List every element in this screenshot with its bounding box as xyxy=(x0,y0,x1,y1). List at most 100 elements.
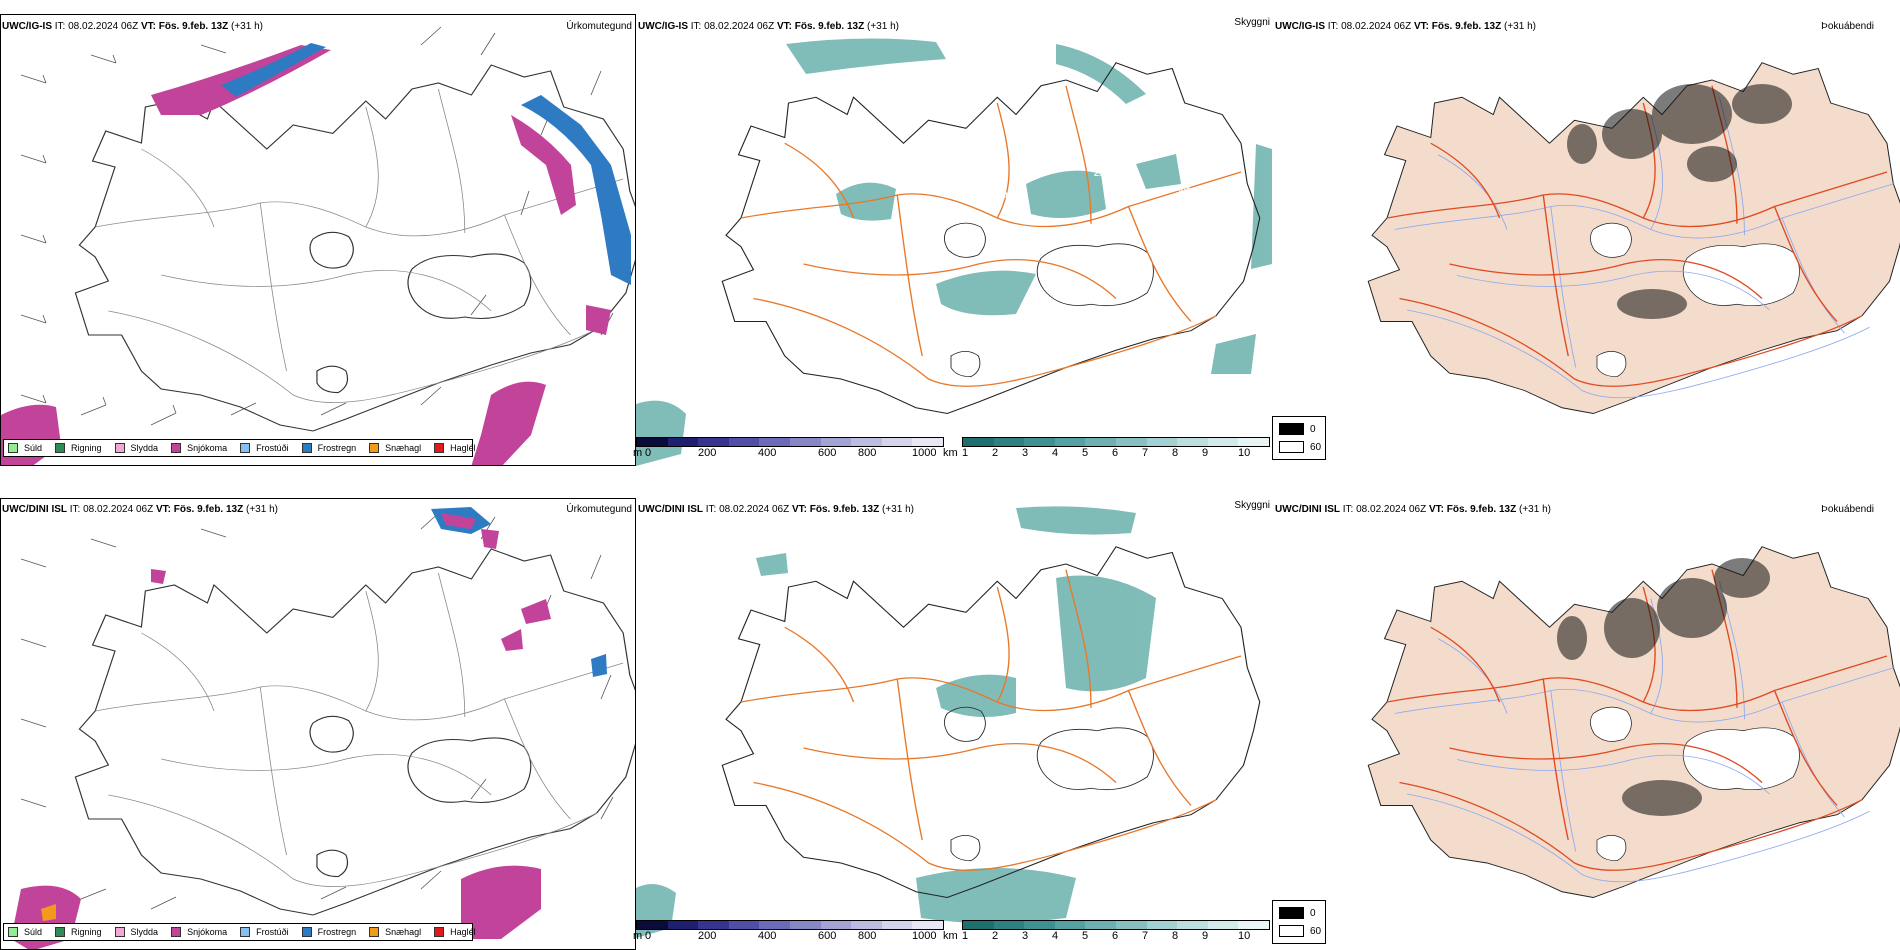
cbar-cell xyxy=(1238,438,1269,446)
panel-name-precip-bottom: Úrkomutegund xyxy=(566,504,632,515)
cbar-cell xyxy=(789,921,821,929)
precip-map-top xyxy=(1,26,635,465)
fog-areas xyxy=(1567,84,1792,319)
cbar-cell xyxy=(1024,438,1055,446)
vis-tick: 1000 xyxy=(912,447,937,459)
vis-tick: 600 xyxy=(818,447,837,459)
vis-value: 51 xyxy=(1061,695,1071,705)
vis-value: 806 xyxy=(1116,121,1131,131)
vis-unit-km: km xyxy=(943,447,958,459)
cbar-cell xyxy=(851,921,882,929)
panel-name-visibility-top: Skyggni xyxy=(1234,17,1270,28)
cbar-cell xyxy=(1054,921,1086,929)
vis-tick: 7 xyxy=(1142,930,1149,942)
vis-tick: 600 xyxy=(818,930,837,942)
panel-title-fog-bottom: UWC/DINI ISL IT: 08.02.2024 06Z VT: Fös.… xyxy=(1275,504,1551,515)
vis-tick: 4 xyxy=(1052,447,1059,459)
panel-name-fog-top: Þokuábendi xyxy=(1821,21,1874,32)
visibility-panel-bottom: 51 07 51 6 xyxy=(636,498,1272,950)
vis-tick: 8 xyxy=(1172,930,1179,942)
panel-title-visibility-top: UWC/IG-IS IT: 08.02.2024 06Z VT: Fös. 9.… xyxy=(638,21,899,32)
cbar-cell xyxy=(820,438,852,446)
cbar-cell xyxy=(637,438,668,446)
cbar-cell xyxy=(759,438,790,446)
visibility-areas xyxy=(636,38,1272,466)
precip-legend-top: Súld Rigning Slydda Snjókoma Frostúði Fr… xyxy=(3,439,476,457)
cbar-cell xyxy=(1207,438,1239,446)
legend-item: Rigning xyxy=(55,443,102,453)
vis-value: 966 xyxy=(1168,108,1183,118)
cbar-cell xyxy=(1207,921,1239,929)
visibility-values: 966 806 28 887 508 242 29 xyxy=(998,108,1196,201)
vis-tick: 0 xyxy=(645,447,652,459)
legend-item: Frostúði xyxy=(240,443,289,453)
vis-tick: 3 xyxy=(1022,930,1029,942)
legend-item: Snjókoma xyxy=(171,443,227,453)
vis-colorbar-m-bottom xyxy=(636,920,944,930)
vis-tick: 2 xyxy=(992,930,999,942)
wind-barbs xyxy=(20,26,614,426)
vis-tick: 10 xyxy=(1238,447,1251,459)
vis-tick: 4 xyxy=(1052,930,1059,942)
vis-colorbar-km-bottom xyxy=(962,920,1270,930)
vis-value: 29 xyxy=(1094,168,1104,178)
vis-unit-km: km xyxy=(943,930,958,942)
cbar-cell xyxy=(912,921,943,929)
vis-tick: 7 xyxy=(1142,447,1149,459)
cbar-cell xyxy=(912,438,943,446)
cbar-cell xyxy=(1085,921,1116,929)
cloud-legend-bottom: 0 60 xyxy=(1272,900,1326,944)
legend-item: Slydda xyxy=(114,927,158,937)
vis-tick: 1000 xyxy=(912,930,937,942)
legend-item: Frostregn xyxy=(301,443,356,453)
cbar-cell xyxy=(728,921,760,929)
vis-value: 6 xyxy=(1061,730,1066,740)
cbar-cell xyxy=(667,921,699,929)
visibility-areas xyxy=(636,506,1156,938)
cbar-cell xyxy=(1146,438,1178,446)
panel-title-precip-bottom: UWC/DINI ISL IT: 08.02.2024 06Z VT: Fös.… xyxy=(2,504,278,515)
precip-panel-bottom: Súld Rigning Slydda Snjókoma Frostúði Fr… xyxy=(0,498,636,950)
vis-tick: 9 xyxy=(1202,447,1209,459)
panel-name-fog-bottom: Þokuábendi xyxy=(1821,504,1874,515)
cbar-cell xyxy=(1115,438,1147,446)
vis-tick: 10 xyxy=(1238,930,1251,942)
visibility-map-bottom: 51 07 51 6 xyxy=(636,506,1261,938)
vis-colorbar-m-top xyxy=(636,437,944,447)
fog-map-top xyxy=(1367,62,1900,415)
vis-value: 07 xyxy=(1051,680,1061,690)
panel-title-precip-top: UWC/IG-IS IT: 08.02.2024 06Z VT: Fös. 9.… xyxy=(2,21,263,32)
snow-areas xyxy=(11,507,607,949)
cbar-cell xyxy=(1177,921,1208,929)
vis-colorbar-km-top xyxy=(962,437,1270,447)
vis-tick: 400 xyxy=(758,447,777,459)
vis-tick: 9 xyxy=(1202,930,1209,942)
vis-value: 28 xyxy=(1154,139,1164,149)
panel-title-visibility-bottom: UWC/DINI ISL IT: 08.02.2024 06Z VT: Fös.… xyxy=(638,504,914,515)
legend-item: Snæhagl xyxy=(369,443,421,453)
vis-tick: 400 xyxy=(758,930,777,942)
legend-item: Rigning xyxy=(55,927,102,937)
cbar-cell xyxy=(993,921,1025,929)
cbar-cell xyxy=(637,921,668,929)
vis-tick: 8 xyxy=(1172,447,1179,459)
cbar-cell xyxy=(963,921,994,929)
cbar-cell xyxy=(881,921,913,929)
cbar-cell xyxy=(851,438,882,446)
fog-areas xyxy=(1557,558,1770,816)
vis-value: 51 xyxy=(1178,618,1188,628)
vis-tick: 800 xyxy=(858,930,877,942)
cbar-cell xyxy=(698,921,729,929)
vis-tick: 0 xyxy=(645,930,652,942)
panel-name-precip-top: Úrkomutegund xyxy=(566,21,632,32)
cbar-cell xyxy=(1115,921,1147,929)
cloud-legend-item: 0 xyxy=(1279,423,1316,435)
precip-legend-bottom: Súld Rigning Slydda Snjókoma Frostúði Fr… xyxy=(3,923,476,941)
cbar-cell xyxy=(1024,921,1055,929)
legend-item: Snæhagl xyxy=(369,927,421,937)
vis-tick: 3 xyxy=(1022,447,1029,459)
visibility-values: 51 07 51 6 xyxy=(1051,618,1188,740)
legend-item: Súld xyxy=(8,443,42,453)
fog-panel-bottom: 0 60 xyxy=(1272,498,1900,950)
legend-item: Súld xyxy=(8,927,42,937)
